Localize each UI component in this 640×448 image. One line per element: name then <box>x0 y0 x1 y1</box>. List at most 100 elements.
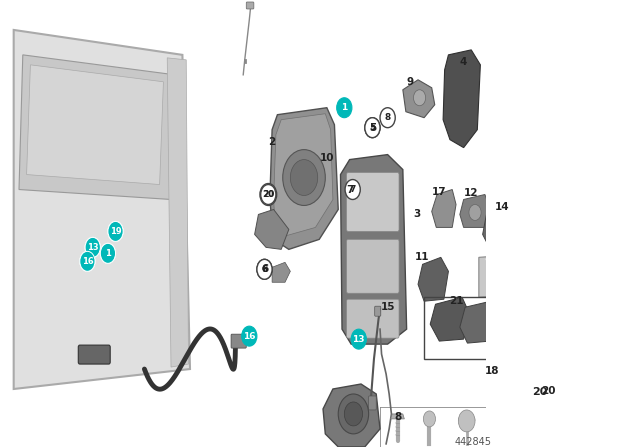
Text: 10: 10 <box>319 153 334 163</box>
Polygon shape <box>323 384 380 447</box>
FancyBboxPatch shape <box>347 172 399 232</box>
Text: 13: 13 <box>87 243 99 252</box>
Circle shape <box>365 118 380 138</box>
Text: 8: 8 <box>385 113 391 122</box>
Circle shape <box>257 259 272 279</box>
Polygon shape <box>555 424 579 444</box>
Text: 19: 19 <box>109 227 122 236</box>
Text: 20: 20 <box>541 386 556 396</box>
Text: 18: 18 <box>485 366 500 376</box>
Circle shape <box>351 329 366 349</box>
Text: 5: 5 <box>369 123 376 132</box>
Circle shape <box>80 251 95 271</box>
Text: 5: 5 <box>369 123 376 133</box>
Circle shape <box>85 237 100 257</box>
Text: 9: 9 <box>407 77 414 87</box>
Circle shape <box>469 204 481 220</box>
Polygon shape <box>403 80 435 118</box>
FancyBboxPatch shape <box>231 334 246 348</box>
Polygon shape <box>460 302 494 343</box>
Polygon shape <box>418 257 449 301</box>
Circle shape <box>283 150 325 206</box>
Circle shape <box>338 394 369 434</box>
FancyBboxPatch shape <box>78 345 110 364</box>
FancyBboxPatch shape <box>521 389 585 444</box>
Text: 15: 15 <box>380 302 395 312</box>
Circle shape <box>365 118 380 138</box>
Text: 19: 19 <box>625 237 637 246</box>
Polygon shape <box>432 190 456 228</box>
Text: 13: 13 <box>87 243 99 252</box>
Text: 1: 1 <box>341 103 348 112</box>
Text: 11: 11 <box>415 252 429 263</box>
FancyBboxPatch shape <box>347 239 399 293</box>
Circle shape <box>242 326 257 346</box>
Text: 6: 6 <box>261 264 268 274</box>
Text: 16: 16 <box>243 332 255 340</box>
Text: 7: 7 <box>349 185 356 194</box>
Circle shape <box>345 180 360 199</box>
Text: 20: 20 <box>262 190 275 199</box>
Text: 2: 2 <box>268 137 276 146</box>
Circle shape <box>100 243 116 263</box>
Circle shape <box>100 243 116 263</box>
Circle shape <box>623 232 639 251</box>
Circle shape <box>260 184 276 206</box>
Polygon shape <box>596 234 631 277</box>
Circle shape <box>85 237 100 257</box>
Circle shape <box>423 411 435 427</box>
Circle shape <box>495 411 508 427</box>
Polygon shape <box>340 155 406 344</box>
FancyBboxPatch shape <box>369 396 376 410</box>
Polygon shape <box>390 414 404 419</box>
Text: 442845: 442845 <box>454 437 492 447</box>
Circle shape <box>413 90 426 106</box>
Text: 6: 6 <box>261 265 268 274</box>
Text: 20: 20 <box>532 387 547 397</box>
Text: 21: 21 <box>449 296 463 306</box>
Polygon shape <box>255 210 289 250</box>
Circle shape <box>344 402 362 426</box>
Polygon shape <box>270 108 338 250</box>
Circle shape <box>260 185 276 204</box>
Text: 20: 20 <box>263 190 273 199</box>
Polygon shape <box>167 58 189 367</box>
Text: 19: 19 <box>109 227 122 236</box>
Text: 7: 7 <box>346 185 353 194</box>
Polygon shape <box>443 50 481 148</box>
Polygon shape <box>274 114 333 235</box>
Text: 12: 12 <box>464 188 479 198</box>
Text: 16: 16 <box>81 257 93 266</box>
Circle shape <box>80 251 95 271</box>
Text: 5: 5 <box>369 123 376 132</box>
Polygon shape <box>460 194 490 228</box>
Polygon shape <box>483 210 521 250</box>
Text: 14: 14 <box>494 202 509 212</box>
Circle shape <box>108 221 123 241</box>
Text: 1: 1 <box>105 249 111 258</box>
Polygon shape <box>13 30 190 389</box>
Circle shape <box>458 410 475 432</box>
Text: 1: 1 <box>105 249 111 258</box>
Circle shape <box>257 259 272 279</box>
Polygon shape <box>27 65 163 185</box>
Text: 6: 6 <box>261 265 268 274</box>
FancyBboxPatch shape <box>347 299 399 338</box>
FancyBboxPatch shape <box>374 306 381 316</box>
Polygon shape <box>479 250 602 297</box>
Polygon shape <box>430 297 470 341</box>
FancyBboxPatch shape <box>353 334 360 344</box>
Circle shape <box>291 159 317 195</box>
Text: 13: 13 <box>353 335 365 344</box>
Circle shape <box>536 397 551 417</box>
Text: 16: 16 <box>81 257 93 266</box>
Text: 8: 8 <box>394 412 401 422</box>
Text: 17: 17 <box>432 186 447 197</box>
FancyBboxPatch shape <box>246 2 254 9</box>
Polygon shape <box>19 55 175 199</box>
Polygon shape <box>272 263 291 282</box>
Circle shape <box>380 108 396 128</box>
Circle shape <box>108 221 123 241</box>
Text: 4: 4 <box>460 57 467 67</box>
Text: 3: 3 <box>413 210 420 220</box>
